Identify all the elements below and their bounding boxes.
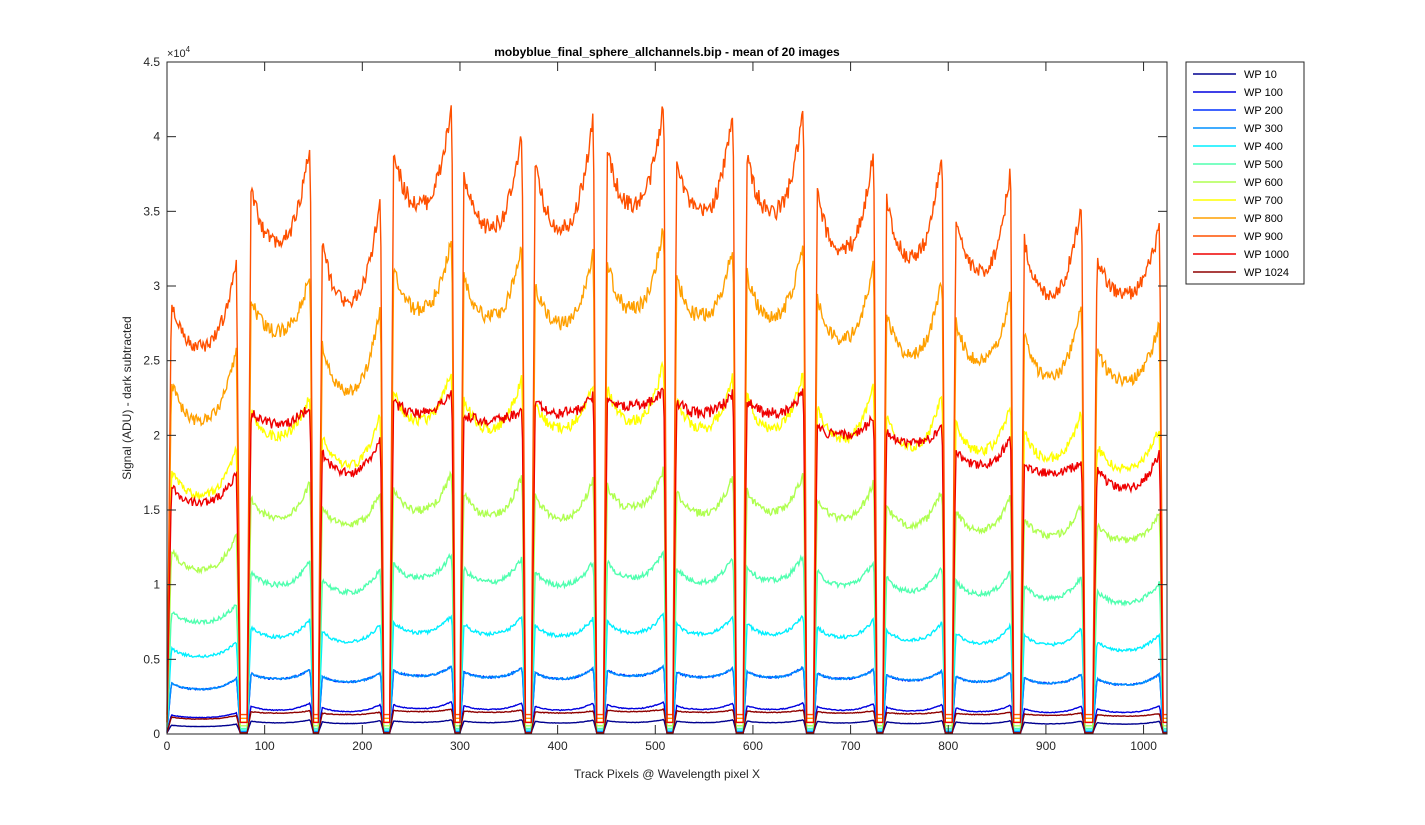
- legend-entry-label: WP 900: [1244, 231, 1283, 243]
- legend-entry-label: WP 800: [1244, 213, 1283, 225]
- y-tick-label: 2.5: [143, 354, 160, 368]
- y-exponent-power: 4: [186, 45, 191, 54]
- series-layer: [166, 105, 1167, 734]
- legend-entry-label: WP 1024: [1244, 267, 1289, 279]
- series-line-wp-1024: [166, 707, 1167, 734]
- legend-entry-label: WP 300: [1244, 123, 1283, 135]
- y-tick-label: 3: [153, 279, 160, 293]
- x-tick-label: 500: [645, 739, 665, 753]
- y-tick-label: 1.5: [143, 503, 160, 517]
- series-line-wp-600: [166, 466, 1167, 727]
- x-tick-label: 200: [352, 739, 372, 753]
- x-axis-label: Track Pixels @ Wavelength pixel X: [574, 767, 760, 781]
- series-line-wp-1000: [166, 387, 1167, 724]
- y-exponent-label: ×104: [167, 45, 191, 60]
- y-tick-label: 0.5: [143, 652, 160, 666]
- y-tick-label: 1: [153, 578, 160, 592]
- y-tick-label: 4.5: [143, 55, 160, 69]
- legend-entry-label: WP 200: [1244, 105, 1283, 117]
- y-tick-label: 0: [153, 727, 160, 741]
- legend-entry-label: WP 600: [1244, 177, 1283, 189]
- legend-entry-label: WP 500: [1244, 159, 1283, 171]
- legend-entry-label: WP 700: [1244, 195, 1283, 207]
- legend-entry-label: WP 1000: [1244, 249, 1289, 261]
- x-tick-label: 300: [450, 739, 470, 753]
- legend-box: [1185, 61, 1305, 285]
- y-tick-label: 4: [153, 130, 160, 144]
- legend: WP 10 WP 100 WP 200 WP 300 WP 400 WP 500 WP 60…: [1185, 61, 1305, 285]
- x-tick-label: 800: [938, 739, 958, 753]
- legend-entry-label: WP 400: [1244, 141, 1283, 153]
- legend-entry-label: WP 100: [1244, 87, 1283, 99]
- x-tick-label: 400: [548, 739, 568, 753]
- legend-entry-label: WP 10: [1244, 69, 1277, 81]
- x-tick-label: 1000: [1130, 739, 1157, 753]
- y-axis-label: Signal (ADU) - dark subtracted: [120, 316, 134, 479]
- y-tick-label: 3.5: [143, 204, 160, 218]
- tick-layer: 0 100 200 300 400 500 600 700 800 900 1000 0 0.5 1 1.5…: [143, 55, 1167, 753]
- x-tick-label: 0: [164, 739, 171, 753]
- x-tick-label: 900: [1036, 739, 1056, 753]
- x-tick-label: 600: [743, 739, 763, 753]
- plot-area: 0 100 200 300 400 500 600 700 800 900 1000 0 0.5 1 1.5…: [143, 55, 1168, 753]
- axes-box: [166, 61, 1168, 735]
- y-tick-label: 2: [153, 428, 160, 442]
- x-tick-label: 700: [841, 739, 861, 753]
- x-tick-label: 100: [255, 739, 275, 753]
- chart-title: mobyblue_final_sphere_allchannels.bip - …: [494, 45, 840, 59]
